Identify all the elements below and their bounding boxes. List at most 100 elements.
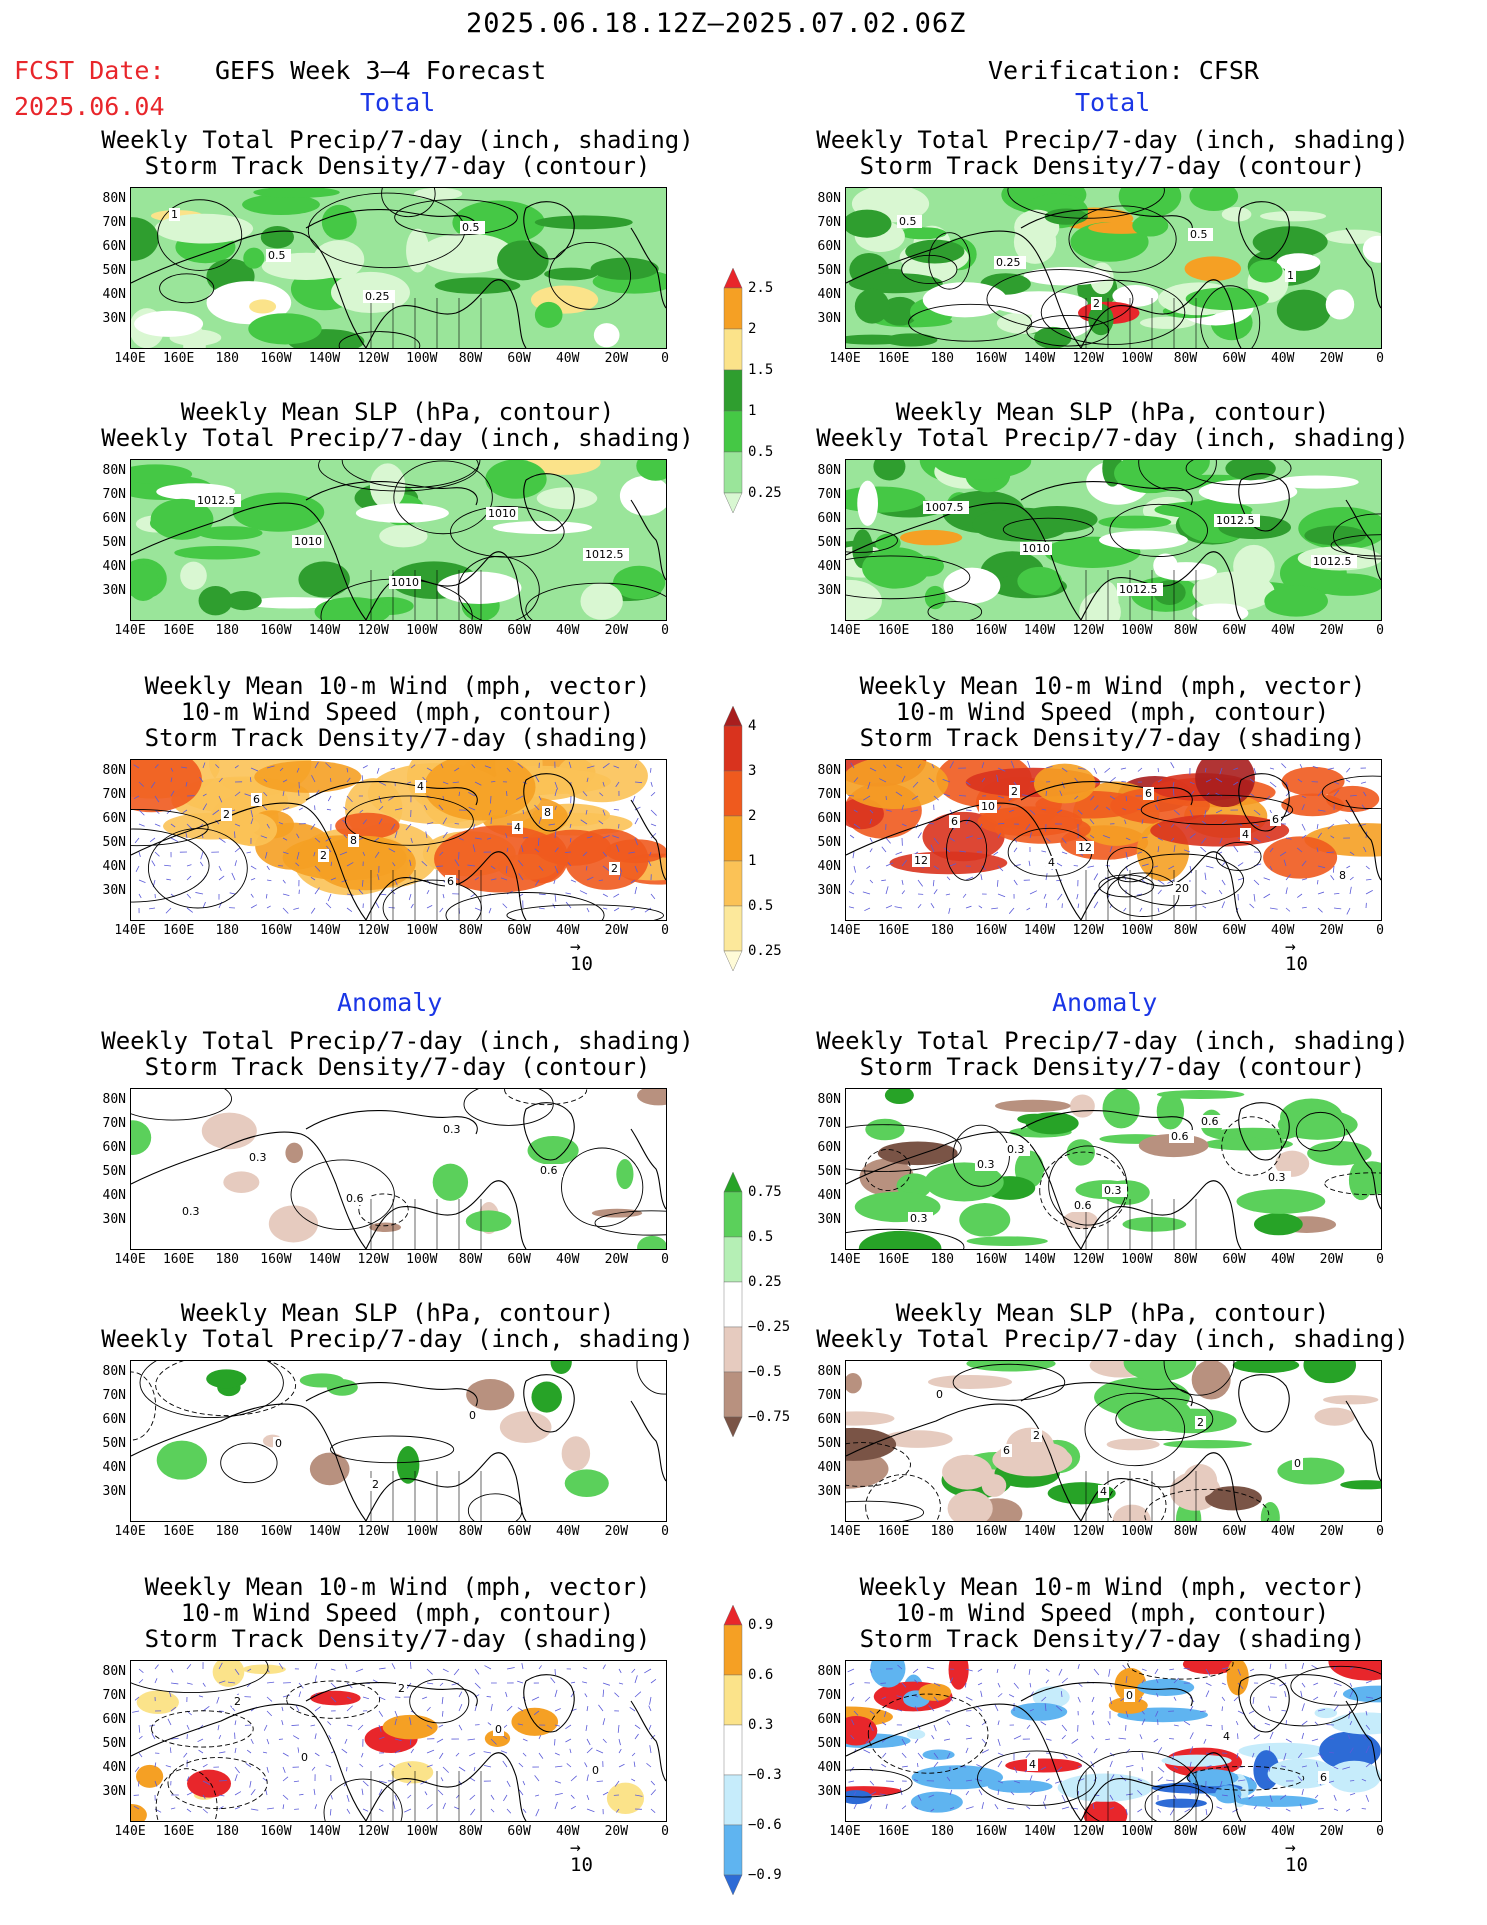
wind-vector	[1077, 1752, 1083, 1758]
lon-label: 140W	[1023, 1252, 1056, 1267]
contour-label: 0.5	[899, 215, 917, 228]
contour-label-box	[389, 576, 421, 589]
contour-label-box	[273, 1437, 284, 1450]
precip-shade	[253, 188, 340, 198]
wind-vector	[869, 809, 874, 814]
contour-line	[323, 1778, 403, 1821]
wind-vector	[1061, 1734, 1066, 1740]
wind-vector	[1013, 879, 1018, 886]
wind-vector	[602, 1791, 609, 1796]
wind-vector	[234, 831, 236, 839]
wind-vector	[885, 1803, 888, 1810]
wind-vector	[1252, 1752, 1255, 1758]
wind-vector	[298, 1691, 302, 1698]
wind-vector	[394, 808, 403, 811]
wind-vector	[344, 1738, 348, 1744]
wind-vector	[586, 1706, 589, 1712]
lon-label: 20W	[1319, 1524, 1344, 1539]
contour-label: 0	[301, 1751, 308, 1764]
wind-vector	[928, 1794, 935, 1798]
wind-vector	[1040, 1721, 1047, 1726]
wind-vector	[997, 1760, 1003, 1768]
panel-title-line: 10-m Wind Speed (mph, contour)	[895, 1599, 1330, 1627]
contour-label: 0.3	[1007, 1143, 1025, 1156]
wind-vector	[616, 1808, 620, 1813]
wind-vector	[554, 1780, 562, 1784]
wind-vector	[522, 1752, 527, 1757]
wind-vector	[614, 1692, 620, 1698]
wind-vector	[1236, 1752, 1239, 1759]
wind-vector	[378, 1696, 386, 1701]
precip-shade	[1274, 475, 1359, 489]
wind-vector	[976, 1764, 983, 1768]
contour-line	[846, 527, 898, 553]
wind-vector	[426, 822, 434, 825]
wind-vector	[1349, 1689, 1354, 1698]
wind-vector	[1205, 767, 1207, 773]
coastline	[1238, 201, 1290, 260]
wind-vector	[997, 1682, 1001, 1688]
precip-shade	[243, 247, 265, 269]
wind-vector	[314, 865, 321, 872]
wind-vector	[1077, 833, 1079, 839]
contour-label-box	[1091, 297, 1102, 310]
wind-vector	[848, 891, 855, 895]
colorbar-swatch	[723, 950, 743, 972]
wind-vector	[506, 791, 508, 797]
wind-vector	[490, 878, 497, 881]
wind-vector	[517, 1707, 524, 1712]
wind-vector	[1141, 1766, 1143, 1772]
wind-vector	[487, 1722, 492, 1726]
wind-vector	[1077, 903, 1080, 909]
wind-vector	[199, 776, 204, 783]
wind-vector	[1189, 781, 1195, 785]
panel-title-line: Storm Track Density/7-day (contour)	[859, 152, 1366, 180]
wind-vector	[151, 1733, 156, 1740]
wind-vector	[933, 865, 939, 870]
wind-vector	[1008, 907, 1015, 914]
lon-label: 100W	[406, 1252, 438, 1267]
wind-vector	[1157, 1808, 1161, 1813]
wind-vector	[631, 1752, 636, 1757]
colorbar-swatch	[723, 1416, 743, 1438]
precip-shade	[544, 267, 598, 281]
wind-vector	[1326, 851, 1335, 854]
wind-vector	[1365, 1762, 1372, 1768]
wind-vector	[134, 1696, 140, 1701]
contour-line	[1084, 1392, 1186, 1467]
wind-vector	[1237, 862, 1244, 867]
lon-label: 140E	[829, 351, 861, 366]
wind-vector	[1118, 1737, 1127, 1740]
wind-vector	[650, 781, 653, 787]
wind-vector	[1349, 1792, 1356, 1796]
wind-vector	[502, 1760, 508, 1768]
wind-vector	[631, 1668, 636, 1674]
wind-vector	[864, 1696, 871, 1702]
colorbar-label: −0.3	[748, 1767, 782, 1783]
wind-vector	[426, 1668, 433, 1675]
lat-label: 70N	[102, 1116, 126, 1131]
lon-label: 100W	[406, 1824, 438, 1839]
wind-vector	[997, 1789, 1000, 1796]
wind-vector	[1044, 1703, 1047, 1712]
wind-vector	[869, 1804, 872, 1810]
vector-reference: → 10	[1285, 938, 1308, 976]
lon-label: 120W	[357, 623, 389, 638]
wind-vector	[388, 848, 396, 853]
lat-label: 80N	[102, 1364, 126, 1379]
wind-vector	[1029, 890, 1038, 895]
colorbar-label: 0.5	[748, 444, 774, 460]
storm-shade	[131, 760, 202, 813]
coastline	[131, 502, 367, 620]
wind-vector	[1026, 1805, 1031, 1810]
lon-label: 40W	[1270, 351, 1295, 366]
lat-label: 60N	[817, 511, 841, 526]
anomaly-shade	[846, 1715, 878, 1746]
coastline	[1080, 279, 1242, 348]
wind-vector	[1093, 805, 1099, 811]
anomaly-shade	[242, 1664, 286, 1675]
wind-vector	[1153, 865, 1159, 868]
contour-label: 2	[1093, 297, 1100, 310]
